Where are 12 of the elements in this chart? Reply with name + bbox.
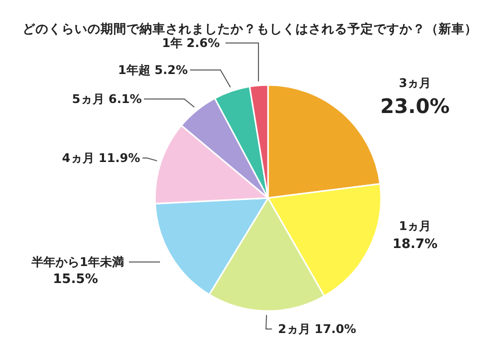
slice-label: 4ヵ月 11.9% bbox=[62, 151, 140, 165]
slice-label: 1年超 5.2% bbox=[118, 63, 188, 77]
slice-label: 2ヵ月 17.0% bbox=[278, 322, 356, 336]
slice-label: 5ヵ月 6.1% bbox=[72, 92, 142, 106]
slice-label: 1年 2.6% bbox=[162, 36, 220, 50]
slice-label: 1ヵ月 bbox=[398, 219, 432, 233]
data-label: 15.5% bbox=[52, 272, 98, 287]
data-label: 18.7% bbox=[392, 237, 438, 252]
slice-label: 半年から1年未満 bbox=[30, 255, 124, 269]
chart-title: どのくらいの期間で納車されましたか？もしくはされる予定ですか？（新車） bbox=[22, 21, 478, 36]
data-label: 23.0% bbox=[380, 94, 450, 118]
slice-label: 3ヵ月 bbox=[398, 76, 432, 90]
